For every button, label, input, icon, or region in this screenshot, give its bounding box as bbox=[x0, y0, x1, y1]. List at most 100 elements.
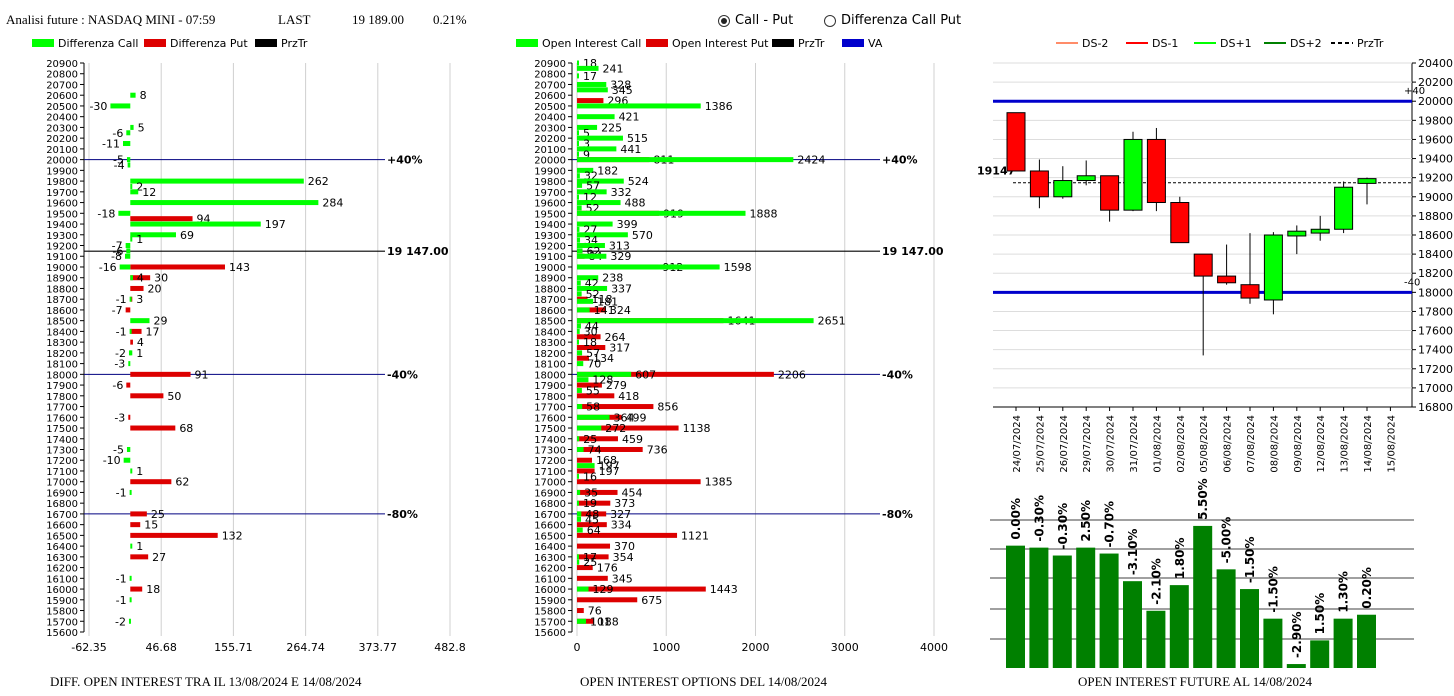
chart3-candle-body bbox=[1053, 180, 1073, 198]
chart1-call-bar bbox=[129, 575, 132, 581]
chart2-call-value-label: 272 bbox=[605, 422, 626, 435]
chart1-put-bar bbox=[125, 307, 131, 313]
chart3-ytick-label: 19800 bbox=[1418, 114, 1453, 127]
chart2-call-bar bbox=[577, 350, 583, 356]
chart2-ytick-label: 18500 bbox=[534, 317, 566, 328]
chart1-put-bar bbox=[130, 586, 143, 592]
chart2-put-bar bbox=[577, 608, 584, 614]
chart1-put-value-label: -6 bbox=[112, 379, 123, 392]
chart2-call-bar bbox=[577, 371, 632, 377]
chart2-call-bar bbox=[577, 527, 583, 533]
chart3-ytick-label: 19600 bbox=[1418, 133, 1453, 146]
chart4-bar-label: -5.00% bbox=[1220, 517, 1234, 564]
chart3-date-label: 15/08/2024 bbox=[1386, 415, 1397, 473]
chart1-put-bar bbox=[130, 371, 191, 377]
chart3-price-label: 19147 bbox=[977, 165, 1015, 178]
chart2-call-bar bbox=[577, 178, 624, 184]
chart1-ytick-label: 18900 bbox=[46, 274, 78, 285]
radio-call-put[interactable]: Call - Put bbox=[718, 13, 793, 28]
chart2-call-value-label: 55 bbox=[586, 384, 600, 397]
chart3-date-label: 05/08/2024 bbox=[1199, 415, 1210, 473]
chart2-put-value-label: 1443 bbox=[710, 583, 738, 596]
radio-differenza-call-put[interactable]: Differenza Call Put bbox=[824, 13, 961, 28]
chart2-call-bar bbox=[577, 226, 580, 232]
chart4-bar-label: -1.50% bbox=[1266, 566, 1280, 613]
chart2-put-bar bbox=[577, 307, 606, 313]
chart3-candle-body bbox=[1100, 175, 1120, 211]
chart3-legend-label-4: PrzTr bbox=[1357, 37, 1384, 50]
chart1-call-bar bbox=[127, 162, 131, 168]
chart2-put-bar bbox=[577, 98, 604, 104]
radio-differenza-label: Differenza Call Put bbox=[841, 13, 962, 28]
chart2-call-value-label: 17 bbox=[583, 70, 597, 83]
chart2-put-value-label: 675 bbox=[641, 594, 662, 607]
chart2-ytick-label: 16100 bbox=[534, 574, 566, 585]
chart1-call-bar bbox=[126, 157, 131, 163]
chart4-bar bbox=[1286, 664, 1306, 668]
chart1-ytick-label: 17900 bbox=[46, 381, 78, 392]
chart1-call-bar bbox=[129, 296, 132, 302]
chart1-call-value-label: -16 bbox=[99, 261, 117, 274]
chart2-call-value-label: 1386 bbox=[705, 100, 733, 113]
chart3-ytick-label: 19200 bbox=[1418, 172, 1453, 185]
chart2-xtick-label: 0 bbox=[574, 641, 581, 654]
radio-selected-icon bbox=[718, 14, 730, 27]
chart2-legend-swatch-2 bbox=[772, 39, 794, 47]
chart1-ytick-label: 19200 bbox=[46, 242, 78, 253]
chart1-ytick-label: 18300 bbox=[46, 338, 78, 349]
chart1-put-value-label: -3 bbox=[114, 411, 125, 424]
chart2-put-value-label: 324 bbox=[610, 304, 631, 317]
chart3-ytick-label: 19000 bbox=[1418, 191, 1453, 204]
chart2-call-value-label: 421 bbox=[619, 111, 640, 124]
chart1-call-bar bbox=[118, 210, 131, 216]
chart2-ytick-label: 17600 bbox=[534, 413, 566, 424]
chart4-bar bbox=[1076, 547, 1096, 668]
chart3-ytick-label: 17400 bbox=[1418, 344, 1453, 357]
chart1-ytick-label: 18500 bbox=[46, 317, 78, 328]
chart3-level-label: +40 bbox=[1404, 86, 1425, 97]
chart2-call-value-label: 2651 bbox=[818, 315, 846, 328]
chart2-put-value-label: 168 bbox=[596, 454, 617, 467]
chart1-call-bar bbox=[119, 264, 131, 270]
chart2-call-bar bbox=[577, 618, 587, 624]
chart1-ref-label: -80% bbox=[387, 508, 418, 521]
chart1-ytick-label: 20200 bbox=[46, 134, 78, 145]
chart4-bar-label: -2.90% bbox=[1290, 611, 1304, 658]
chart2-put-value-label: 1121 bbox=[681, 529, 709, 542]
chart4-bar-label: 0.20% bbox=[1360, 567, 1374, 609]
chart3-ytick-label: 20000 bbox=[1418, 95, 1453, 108]
chart2-call-bar bbox=[577, 586, 589, 592]
chart2-call-value-label: 2424 bbox=[797, 154, 825, 167]
chart2-call-bar bbox=[577, 60, 579, 66]
chart3-ytick-label: 18400 bbox=[1418, 248, 1453, 261]
chart1-ytick-label: 18700 bbox=[46, 295, 78, 306]
chart1-xtick-label: 155.71 bbox=[214, 641, 253, 654]
chart3-legend-label-0: DS-2 bbox=[1082, 37, 1108, 50]
chart2-ytick-label: 15900 bbox=[534, 596, 566, 607]
chart1-ytick-label: 17500 bbox=[46, 424, 78, 435]
chart2-legend-swatch-0 bbox=[516, 39, 538, 47]
chart4-bar-label: -0.70% bbox=[1103, 501, 1117, 548]
chart1-call-value-label: 69 bbox=[180, 229, 194, 242]
chart2-ytick-label: 19300 bbox=[534, 231, 566, 242]
chart2-call-value-label: 225 bbox=[601, 121, 622, 134]
chart3-date-label: 25/07/2024 bbox=[1035, 415, 1046, 473]
chart3-candle-body bbox=[1310, 228, 1330, 234]
chart2-call-bar bbox=[577, 248, 583, 254]
chart1-call-value-label: -30 bbox=[89, 100, 107, 113]
chart2-put-value-label: 327 bbox=[610, 508, 631, 521]
chart2-call-bar bbox=[577, 291, 582, 297]
chart2-legend-label-2: PrzTr bbox=[798, 37, 825, 50]
chart2-put-value-label: 736 bbox=[647, 443, 668, 456]
chart1-xtick-label: -62.35 bbox=[71, 641, 106, 654]
chart2-call-value-label: 241 bbox=[603, 62, 624, 75]
chart3-date-label: 02/08/2024 bbox=[1176, 415, 1187, 473]
chart2-call-value-label: 141 bbox=[594, 304, 615, 317]
chart3-candle-body bbox=[1170, 202, 1190, 244]
chart1-call-bar bbox=[130, 183, 133, 189]
chart2-call-value-label: 328 bbox=[610, 78, 631, 91]
chart2-xtick-label: 3000 bbox=[831, 641, 859, 654]
chart1-call-bar bbox=[124, 253, 131, 259]
chart1-call-value-label: 197 bbox=[265, 218, 286, 231]
chart4-bar-label: -3.10% bbox=[1126, 529, 1140, 576]
